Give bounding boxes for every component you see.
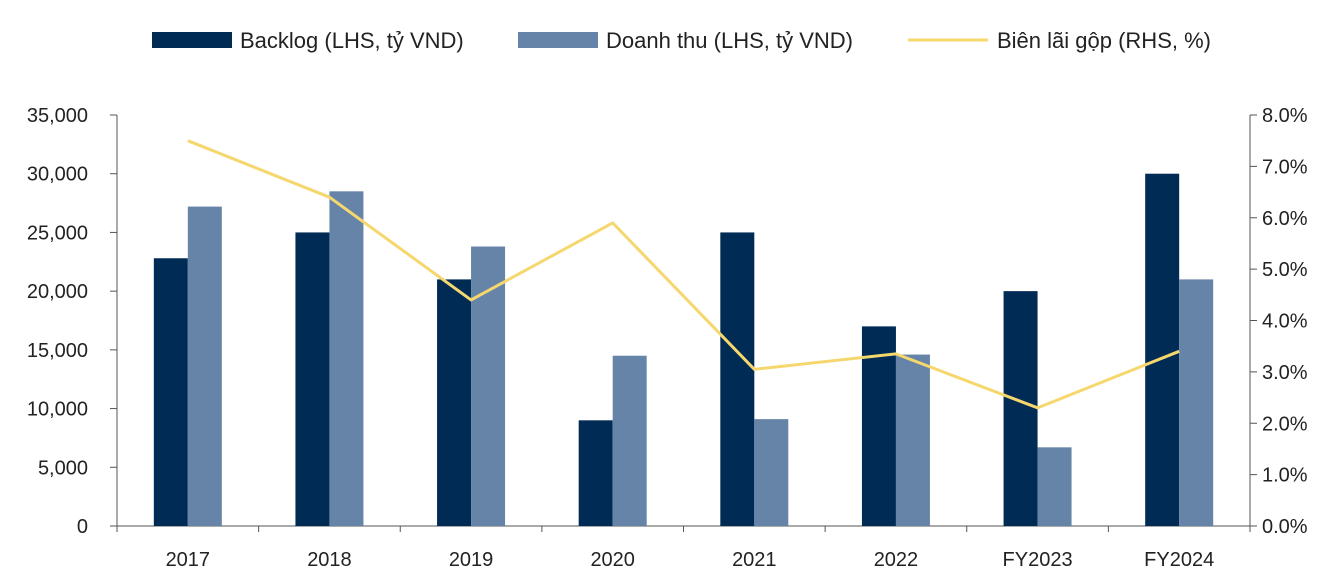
margin-line-layer bbox=[187, 139, 1180, 410]
right-axis-tick-label: 3.0% bbox=[1262, 362, 1308, 384]
backlog-bar-2017 bbox=[153, 258, 188, 526]
revenue-bar-fy2023 bbox=[1037, 447, 1072, 526]
revenue-bar-2022 bbox=[895, 354, 930, 526]
left-axis-tick-label: 5,000 bbox=[38, 457, 88, 479]
x-axis-tick-label: 2017 bbox=[166, 549, 211, 571]
revenue-bar-2018 bbox=[329, 191, 364, 527]
left-axis-tick-label: 0 bbox=[77, 516, 88, 538]
axes: 0 5,000 10,000 15,000 20,000 25,000 30,000 35,0… bbox=[27, 105, 1308, 571]
legend-label-margin: Biên lãi gộp (RHS, %) bbox=[997, 28, 1211, 53]
backlog-bar-fy2024 bbox=[1145, 173, 1180, 526]
revenue-bar-fy2024 bbox=[1179, 279, 1214, 526]
backlog-bar-2021 bbox=[720, 232, 755, 526]
x-axis-tick-label: 2022 bbox=[874, 549, 919, 571]
legend: Backlog (LHS, tỷ VND) Doanh thu (LHS, tỷ… bbox=[152, 28, 1211, 53]
right-axis-tick-label: 2.0% bbox=[1262, 413, 1308, 435]
x-axis-tick-label: 2021 bbox=[732, 549, 777, 571]
right-axis-tick-label: 8.0% bbox=[1262, 105, 1308, 127]
right-axis-tick-label: 6.0% bbox=[1262, 208, 1308, 230]
bars bbox=[153, 173, 1214, 527]
left-axis-tick-label: 20,000 bbox=[27, 281, 88, 303]
x-axis-tick-label: 2020 bbox=[590, 549, 635, 571]
backlog-bar-2020 bbox=[578, 420, 613, 526]
left-axis-tick-label: 35,000 bbox=[27, 105, 88, 127]
x-axis-tick-label: FY2024 bbox=[1144, 549, 1214, 571]
left-axis-tick-label: 10,000 bbox=[27, 399, 88, 421]
right-axis-tick-label: 0.0% bbox=[1262, 516, 1308, 538]
backlog-bar-2019 bbox=[437, 279, 472, 526]
right-axis-tick-label: 4.0% bbox=[1262, 311, 1308, 333]
right-axis-tick-label: 7.0% bbox=[1262, 156, 1308, 178]
legend-label-revenue: Doanh thu (LHS, tỷ VND) bbox=[606, 28, 853, 53]
legend-swatch-revenue bbox=[518, 32, 598, 48]
backlog-bar-2022 bbox=[861, 326, 896, 526]
revenue-bar-2019 bbox=[471, 246, 506, 526]
x-axis-tick-label: FY2023 bbox=[1003, 549, 1073, 571]
revenue-bar-2020 bbox=[612, 355, 647, 526]
right-axis-tick-label: 1.0% bbox=[1262, 465, 1308, 487]
x-axis-tick-label: 2019 bbox=[449, 549, 494, 571]
left-axis-tick-label: 15,000 bbox=[27, 340, 88, 362]
backlog-bar-2018 bbox=[295, 232, 330, 526]
backlog-bar-fy2023 bbox=[1003, 291, 1038, 526]
left-axis-tick-label: 25,000 bbox=[27, 222, 88, 244]
revenue-bar-2021 bbox=[754, 419, 789, 526]
x-axis-tick-label: 2018 bbox=[307, 549, 352, 571]
left-axis-tick-label: 30,000 bbox=[27, 164, 88, 186]
revenue-bar-2017 bbox=[187, 206, 222, 526]
gross-margin-line bbox=[187, 139, 1180, 410]
right-axis-tick-label: 5.0% bbox=[1262, 259, 1308, 281]
legend-label-backlog: Backlog (LHS, tỷ VND) bbox=[240, 28, 464, 53]
legend-swatch-backlog bbox=[152, 32, 232, 48]
